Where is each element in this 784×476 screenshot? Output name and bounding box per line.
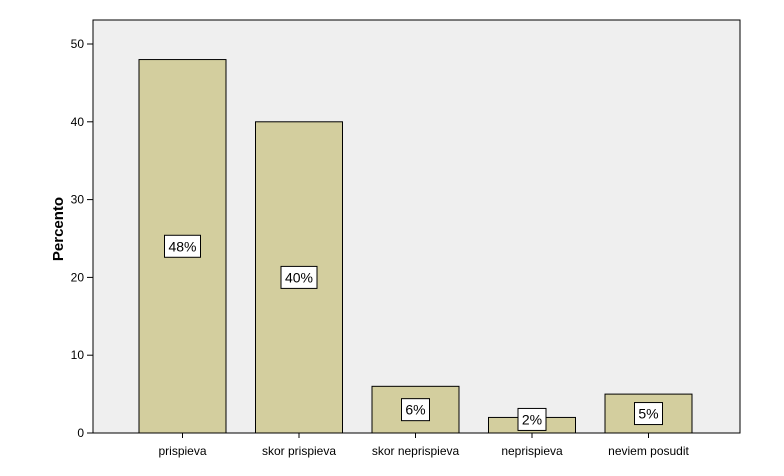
data-label-text: 2% <box>522 411 542 427</box>
x-tick-label: neviem posudit <box>608 444 689 458</box>
data-label-box <box>634 402 663 426</box>
data-label-text: 48% <box>168 238 196 254</box>
data-label-text: 40% <box>285 269 313 285</box>
data-label-text: 5% <box>638 406 658 422</box>
y-tick-label: 30 <box>71 193 85 207</box>
x-axis: prispieva skor prispieva skor neprispieva n… <box>158 433 690 458</box>
data-label-box <box>164 234 201 258</box>
x-tick-label: prispieva <box>158 444 206 458</box>
data-labels: 48% 40% 6% 2% 5% <box>164 234 663 431</box>
data-label: 5% <box>634 402 663 426</box>
data-label-text: 6% <box>405 402 425 418</box>
data-label-box <box>401 398 430 422</box>
y-tick-label: 50 <box>71 37 85 51</box>
data-label: 6% <box>401 398 430 422</box>
x-tick-label: skor neprispieva <box>372 444 460 458</box>
data-label: 2% <box>517 407 547 431</box>
y-axis-title: Percento <box>50 197 67 261</box>
x-tick-label: skor prispieva <box>262 444 336 458</box>
y-tick-label: 40 <box>71 115 85 129</box>
y-tick-label: 0 <box>77 426 84 440</box>
y-tick-label: 10 <box>71 348 85 362</box>
y-tick-label: 20 <box>71 270 85 284</box>
data-label: 40% <box>280 265 318 289</box>
x-tick-label: neprispieva <box>501 444 563 458</box>
bars <box>138 59 693 434</box>
data-label-box <box>280 265 318 289</box>
data-label: 48% <box>164 234 201 258</box>
data-label-box <box>517 407 547 431</box>
y-axis: 0 10 20 30 40 50 <box>71 37 93 440</box>
